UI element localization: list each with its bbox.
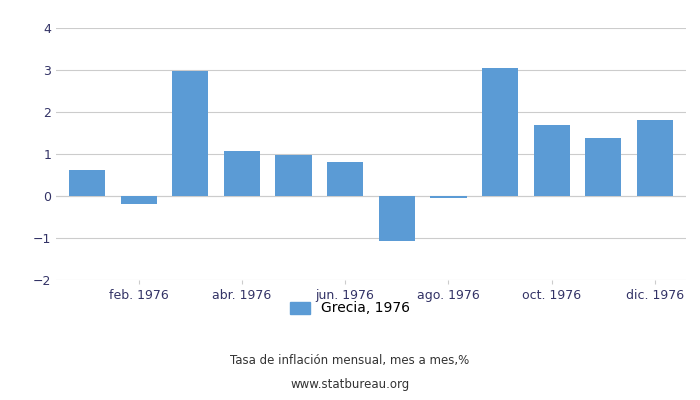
Text: Tasa de inflación mensual, mes a mes,%: Tasa de inflación mensual, mes a mes,%	[230, 354, 470, 367]
Bar	[276, 155, 312, 196]
Bar	[120, 196, 157, 204]
Bar	[430, 196, 466, 198]
Bar	[172, 71, 209, 196]
Bar	[482, 68, 518, 196]
Bar	[379, 196, 415, 241]
Bar	[327, 162, 363, 196]
Bar	[224, 152, 260, 196]
Bar	[69, 170, 105, 196]
Legend: Grecia, 1976: Grecia, 1976	[284, 296, 416, 321]
Bar	[585, 138, 622, 196]
Text: www.statbureau.org: www.statbureau.org	[290, 378, 410, 391]
Bar	[637, 120, 673, 196]
Bar	[533, 125, 570, 196]
